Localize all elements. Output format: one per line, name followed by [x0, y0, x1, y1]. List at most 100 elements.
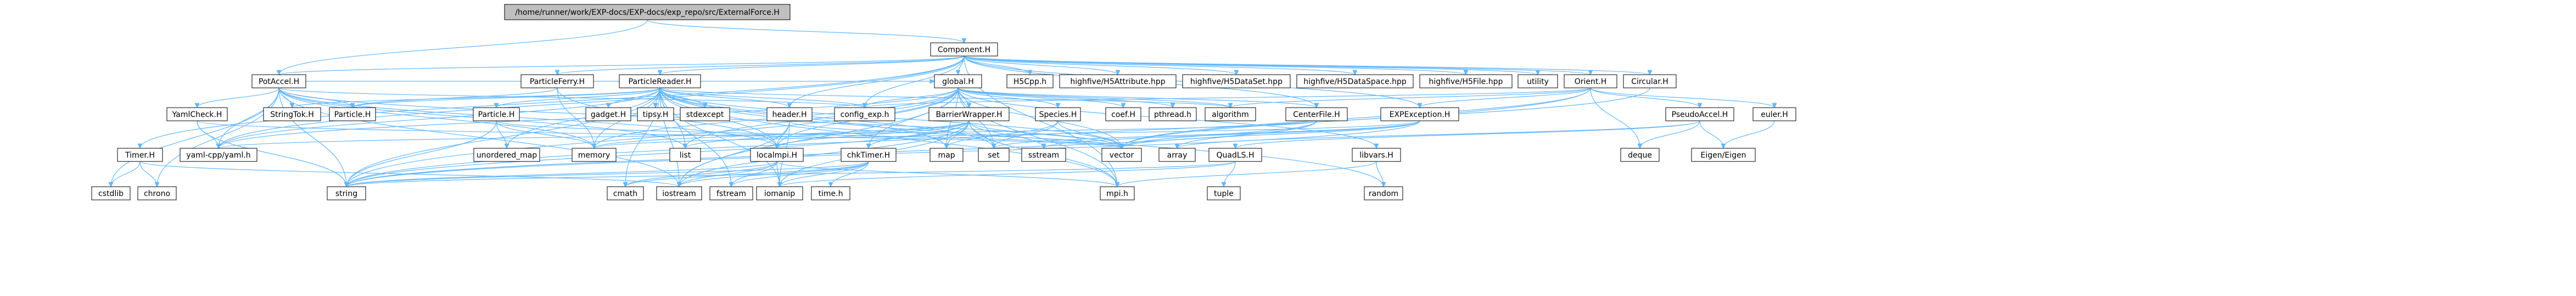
edge-barrierwrapper-to-list — [685, 120, 970, 149]
node-particle[interactable]: Particle.H — [329, 107, 376, 121]
node-chrono[interactable]: chrono — [137, 186, 177, 200]
node-particlereader[interactable]: ParticleReader.H — [619, 74, 701, 88]
edge-orient-to-vector — [1122, 87, 1591, 149]
node-eigen[interactable]: Eigen/Eigen — [1691, 148, 1756, 162]
edge-pseudoaccel-to-quadls — [1235, 120, 1700, 149]
node-box — [928, 107, 1010, 121]
node-potaccel[interactable]: PotAccel.H — [251, 74, 306, 88]
node-label: sstream — [1028, 151, 1059, 160]
node-tipsy[interactable]: tipsy.H — [637, 107, 674, 121]
node-particleh2[interactable]: Particle.H — [473, 107, 520, 121]
node-chktimer[interactable]: chkTimer.H — [841, 148, 897, 162]
node-box — [709, 186, 753, 200]
node-localmpi[interactable]: localmpi.H — [750, 148, 804, 162]
node-gadget[interactable]: gadget.H — [585, 107, 631, 121]
node-orient[interactable]: Orient.H — [1564, 74, 1617, 88]
edge-pseudoaccel-to-deque — [1640, 120, 1700, 149]
node-unorderedmap[interactable]: unordered_map — [473, 148, 540, 162]
node-libvars[interactable]: libvars.H — [1352, 148, 1401, 162]
node-h5dataspace[interactable]: highfive/H5DataSpace.hpp — [1296, 74, 1414, 88]
node-iomanip[interactable]: iomanip — [756, 186, 803, 200]
node-box — [137, 186, 177, 200]
edge-barrierwrapper-to-localmpi — [777, 120, 970, 149]
edge-particleh2-to-vector — [496, 120, 1122, 149]
node-h5file[interactable]: highfive/H5File.hpp — [1419, 74, 1513, 88]
node-stringtok[interactable]: StringTok.H — [263, 107, 321, 121]
node-timeh[interactable]: time.h — [811, 186, 850, 200]
node-configexp[interactable]: config_exp.h — [834, 107, 895, 121]
node-centerfile[interactable]: CenterFile.H — [1285, 107, 1348, 121]
edge-expexception-to-set — [994, 120, 1420, 149]
node-h5attr[interactable]: highfive/H5Attribute.hpp — [1059, 74, 1177, 88]
node-box — [1364, 186, 1403, 200]
node-yamlcpp[interactable]: yaml-cpp/yaml.h — [180, 148, 257, 162]
edge-potaccel-to-localmpi — [278, 87, 777, 149]
edge-global-to-pthread — [957, 87, 1173, 108]
node-quadls[interactable]: QuadLS.H — [1208, 148, 1262, 162]
node-box — [504, 4, 791, 20]
edge-component-to-potaccel — [279, 55, 965, 75]
node-label: Species.H — [1039, 110, 1077, 119]
node-tuple[interactable]: tuple — [1207, 186, 1241, 200]
node-box — [1105, 107, 1141, 121]
node-cmath[interactable]: cmath — [607, 186, 644, 200]
node-box — [750, 148, 804, 162]
edge-particlereader-to-stringtok — [292, 87, 660, 108]
node-label: yaml-cpp/yaml.h — [186, 151, 250, 160]
node-yamlcheck[interactable]: YamlCheck.H — [166, 107, 228, 121]
node-label: iostream — [662, 189, 696, 198]
node-global[interactable]: global.H — [934, 74, 982, 88]
node-utility[interactable]: utility — [1517, 74, 1558, 88]
node-set[interactable]: set — [978, 148, 1010, 162]
node-algorithm[interactable]: algorithm — [1205, 107, 1256, 121]
node-header[interactable]: header.H — [766, 107, 813, 121]
node-deque[interactable]: deque — [1620, 148, 1660, 162]
node-h5dataset[interactable]: highfive/H5DataSet.hpp — [1182, 74, 1291, 88]
node-vector[interactable]: vector — [1101, 148, 1142, 162]
node-fstream[interactable]: fstream — [709, 186, 753, 200]
edge-particleh2-to-string — [346, 120, 497, 187]
edge-global-to-configexp — [865, 87, 959, 108]
edge-component-to-h5dataset — [964, 55, 1236, 75]
node-memory[interactable]: memory — [572, 148, 617, 162]
node-label: chrono — [144, 189, 170, 198]
edge-component-to-configexp — [865, 55, 965, 108]
node-pthread[interactable]: pthread.h — [1149, 107, 1197, 121]
node-cstdlib[interactable]: cstdlib — [91, 186, 131, 200]
node-box — [1100, 186, 1135, 200]
node-label: utility — [1527, 77, 1549, 86]
node-box — [1620, 148, 1660, 162]
node-sstream[interactable]: sstream — [1021, 148, 1066, 162]
node-component[interactable]: Component.H — [930, 42, 998, 57]
node-label: euler.H — [1761, 110, 1788, 119]
node-string[interactable]: string — [327, 186, 366, 200]
node-root[interactable]: /home/runner/work/EXP-docs/EXP-docs/exp_… — [504, 4, 791, 20]
node-species[interactable]: Species.H — [1035, 107, 1081, 121]
edge-global-to-list — [685, 87, 959, 149]
node-mpih[interactable]: mpi.h — [1100, 186, 1135, 200]
node-iostream[interactable]: iostream — [656, 186, 702, 200]
node-map[interactable]: map — [929, 148, 964, 162]
node-h5cpp[interactable]: H5Cpp.h — [1006, 74, 1054, 88]
edge-localmpi-to-cmath — [625, 161, 777, 187]
node-label: BarrierWrapper.H — [936, 110, 1002, 119]
node-random[interactable]: random — [1364, 186, 1403, 200]
node-coef[interactable]: coef.H — [1105, 107, 1141, 121]
node-circular[interactable]: Circular.H — [1623, 74, 1677, 88]
node-label: Particle.H — [478, 110, 515, 119]
node-timer[interactable]: Timer.H — [117, 148, 163, 162]
node-expexception[interactable]: EXPException.H — [1380, 107, 1459, 121]
node-box — [1285, 107, 1348, 121]
node-barrierwrapper[interactable]: BarrierWrapper.H — [928, 107, 1010, 121]
node-list[interactable]: list — [669, 148, 701, 162]
node-pseudoaccel[interactable]: PseudoAccel.H — [1665, 107, 1734, 121]
node-stdexcept[interactable]: stdexcept — [680, 107, 730, 121]
edge-potaccel-to-iostream — [278, 87, 679, 187]
node-label: cstdlib — [98, 189, 124, 198]
node-array[interactable]: array — [1158, 148, 1196, 162]
node-particleferry[interactable]: ParticleFerry.H — [520, 74, 594, 88]
node-euler[interactable]: euler.H — [1752, 107, 1796, 121]
node-box — [756, 186, 803, 200]
node-label: global.H — [942, 77, 974, 86]
